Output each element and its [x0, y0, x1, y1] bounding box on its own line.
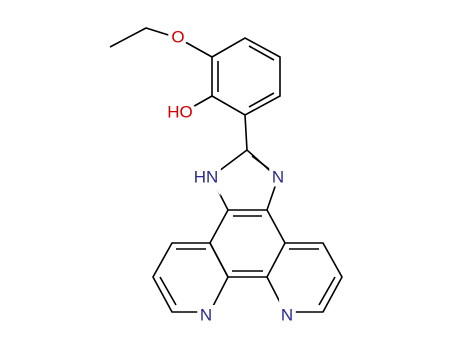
atom-label: O — [171, 27, 184, 46]
atom-label: HN — [194, 167, 219, 186]
atom-label: HO — [167, 102, 193, 121]
atom-label: N — [281, 305, 293, 324]
bonds — [109, 27, 343, 313]
atom-label: N — [200, 305, 212, 324]
atom-label: N — [272, 167, 284, 186]
